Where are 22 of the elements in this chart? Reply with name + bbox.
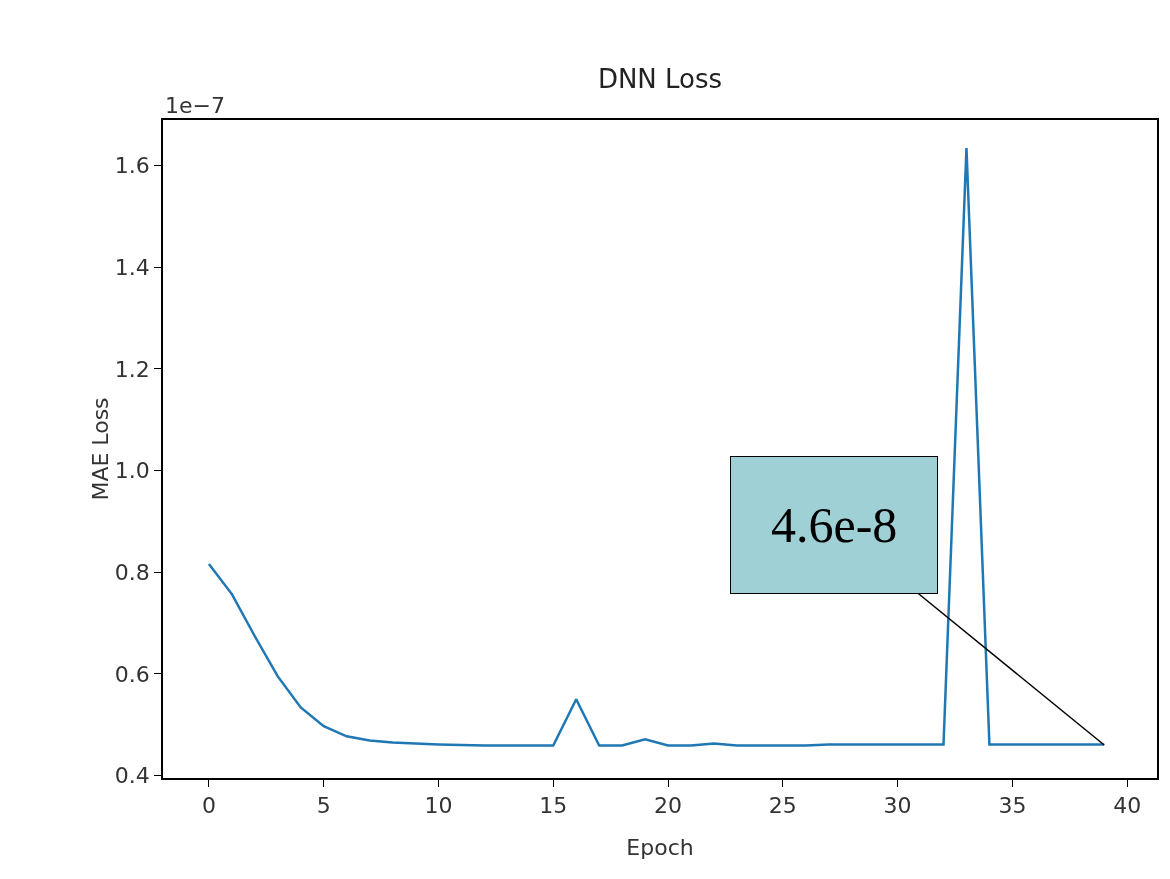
x-tick-label: 40 [1113, 793, 1142, 819]
y-tick-label: 1.2 [114, 356, 150, 382]
annotation: 4.6e-8 [771, 497, 898, 553]
y-tick-label: 0.4 [114, 763, 150, 789]
x-tick-label: 35 [998, 793, 1027, 819]
text: 1e−7 [165, 93, 225, 118]
chart-title: DNN Loss [597, 63, 723, 94]
y-tick-label: 0.8 [114, 559, 150, 585]
x-tick-label: 15 [539, 793, 568, 819]
x-tick-label: 25 [768, 793, 797, 819]
x-tick-label: 20 [654, 793, 683, 819]
y-tick-label: 1.6 [114, 153, 150, 179]
x-tick-label: 5 [316, 793, 331, 819]
line-series [207, 146, 1106, 747]
y-tick-label: 0.6 [114, 661, 150, 687]
x-tick-label: 0 [201, 793, 216, 819]
x-tick-label: 30 [883, 793, 912, 819]
x-axis-title: Epoch [626, 834, 694, 860]
y-tick-label: 1.0 [114, 458, 150, 484]
y-axis-title: MAE Loss [87, 397, 113, 501]
y-tick-label: 1.4 [114, 255, 150, 281]
x-tick-label: 10 [424, 793, 453, 819]
